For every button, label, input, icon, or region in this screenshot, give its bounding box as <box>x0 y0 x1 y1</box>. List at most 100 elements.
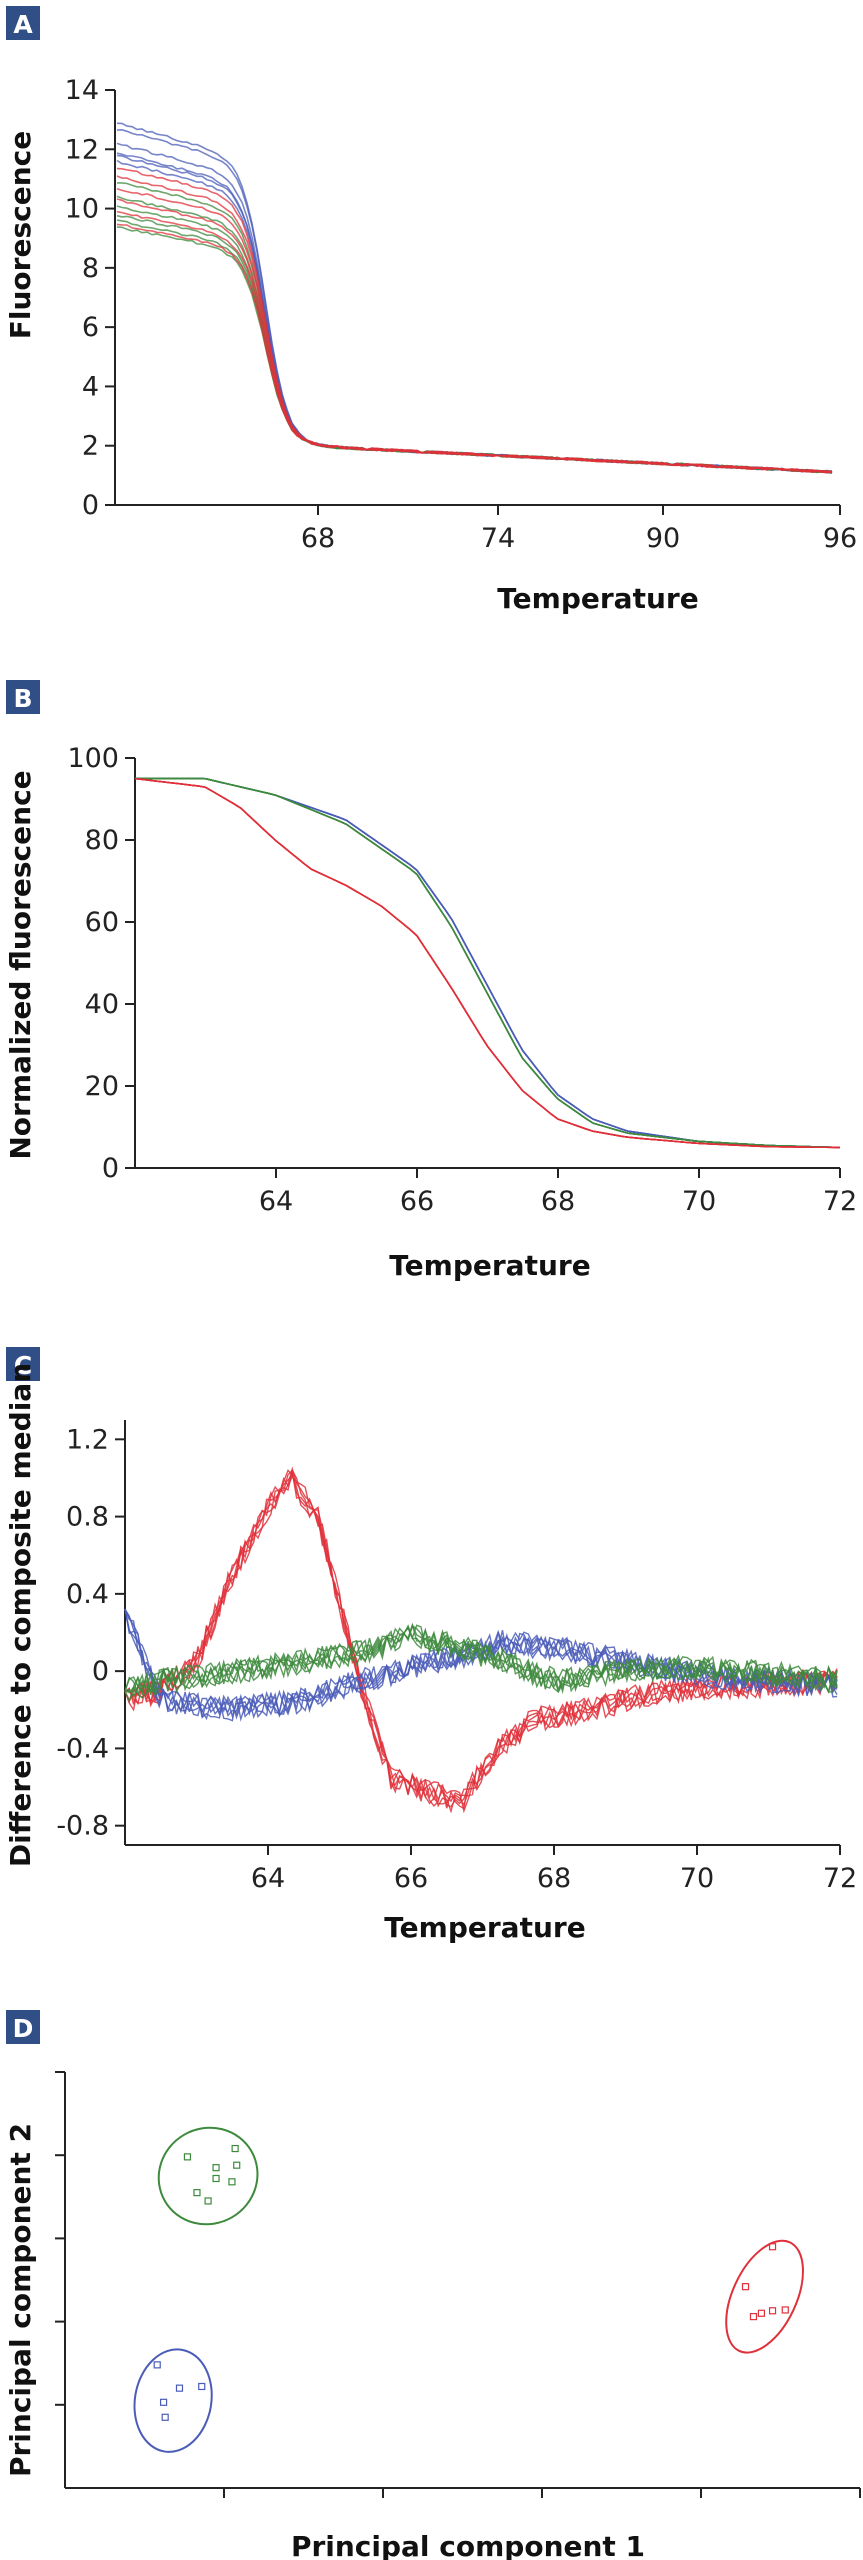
panel-d-point-red <box>768 2307 777 2315</box>
panel-a-y-tick-label: 14 <box>65 75 99 106</box>
panel-a-curve-red <box>116 175 833 474</box>
panel-c-curve-red <box>124 1471 838 1814</box>
panel-b-curve-green <box>135 777 841 1149</box>
panel-d-point-green <box>183 2153 192 2161</box>
panel-b-curve-blue <box>135 777 841 1149</box>
panel-b-y-axis-title: Normalized fluorescence <box>4 770 37 1159</box>
panel-a-y-tick-label: 10 <box>65 194 99 225</box>
panel-b-curve-green <box>135 777 841 1149</box>
panel-a-y-tick-label: 6 <box>82 312 99 343</box>
panel-b-curve-red <box>134 777 841 1149</box>
panel-d-point-red <box>749 2313 758 2321</box>
panel-d-point-green <box>212 2164 220 2172</box>
panel-b-curve-blue <box>135 777 841 1149</box>
panel-d-point-blue <box>198 2382 206 2391</box>
panel-a-curve-red <box>116 210 833 473</box>
panel-a-curve-blue <box>116 122 833 473</box>
panel-c: C Temperature Difference to composite me… <box>4 1347 857 1944</box>
panel-c-y-tick-label: -0.8 <box>56 1811 109 1842</box>
panel-b-x-tick-label: 70 <box>682 1186 716 1217</box>
panel-a-x-tick-label: 68 <box>301 523 335 554</box>
panel-a: A Temperature Fluorescence 68 74 90 9602468… <box>4 6 857 615</box>
panel-c-x-tick-label: 68 <box>537 1863 571 1894</box>
panel-c-x-axis-title: Temperature <box>384 1911 585 1944</box>
panel-a-curve-green <box>116 226 833 474</box>
panel-c-x-tick-label: 66 <box>394 1863 428 1894</box>
panel-b-curve-red <box>134 777 841 1149</box>
panel-d-point-green <box>204 2197 212 2205</box>
panel-a-x-tick-label: 96 <box>823 523 857 554</box>
panel-c-y-tick-label: 0.4 <box>66 1579 109 1610</box>
panel-d-point-green <box>231 2144 239 2153</box>
panel-b: B Temperature Normalized fluorescence 64… <box>4 680 857 1282</box>
panel-b-curve-green <box>135 777 841 1149</box>
panel-a-curve-green <box>116 195 833 474</box>
panel-a-curve-green <box>116 205 833 474</box>
panel-d-point-red <box>768 2243 777 2251</box>
panel-c-x-tick-label: 64 <box>251 1863 285 1894</box>
panel-d-cluster-red <box>725 2239 804 2354</box>
panel-a-y-tick-label: 8 <box>82 253 99 284</box>
panel-a-x-tick-label: 74 <box>481 523 515 554</box>
panel-b-y-tick-label: 80 <box>85 825 119 856</box>
panel-c-y-tick-label: 0.8 <box>66 1502 109 1533</box>
panel-a-y-axis-title: Fluorescence <box>4 131 37 339</box>
panel-a-x-axis-title: Temperature <box>497 582 698 615</box>
panel-c-curve-green <box>124 1622 838 1704</box>
panel-b-x-tick-label: 66 <box>400 1186 434 1217</box>
panel-b-badge <box>6 680 40 714</box>
panel-b-curve-blue <box>135 777 841 1149</box>
panel-b-x-tick-label: 68 <box>541 1186 575 1217</box>
panel-b-curve-red <box>134 777 841 1149</box>
panel-a-y-tick-label: 12 <box>65 134 99 165</box>
panel-b-curve-blue <box>135 777 841 1149</box>
panel-a-y-tick-label: 2 <box>82 431 99 462</box>
panel-a-y-tick-label: 0 <box>82 490 99 521</box>
panel-d-letter: D <box>13 2014 34 2043</box>
panel-c-x-tick-label: 72 <box>823 1863 857 1894</box>
panel-d-point-red <box>741 2283 750 2291</box>
panel-b-x-tick-label: 72 <box>823 1186 857 1217</box>
panel-b-curve-green <box>135 777 841 1149</box>
panel-a-letter: A <box>13 10 33 39</box>
panel-d-cluster-blue <box>133 2348 213 2453</box>
panel-c-curve-red <box>124 1466 838 1814</box>
panel-d-point-green <box>233 2161 241 2169</box>
panel-d-point-red <box>757 2309 766 2317</box>
panel-b-y-tick-label: 40 <box>85 989 119 1020</box>
panel-a-curve-green <box>116 219 833 474</box>
panel-a-badge <box>6 6 40 40</box>
panel-d-badge <box>6 2010 40 2044</box>
panel-d-point-green <box>193 2189 201 2197</box>
panel-b-curve-red <box>134 777 841 1149</box>
panel-a-curve-blue <box>116 154 833 473</box>
panel-b-curve-red <box>134 777 841 1149</box>
panel-b-curve-blue <box>135 777 841 1149</box>
panel-c-x-tick-label: 70 <box>680 1863 714 1894</box>
panel-d-x-axis-title: Principal component 1 <box>291 2530 645 2560</box>
panel-d-point-blue <box>159 2398 168 2406</box>
panel-a-x-tick-label: 90 <box>646 523 680 554</box>
panel-b-curve-green <box>135 777 841 1149</box>
panel-d-point-blue <box>175 2384 184 2392</box>
panel-b-y-tick-label: 0 <box>102 1153 119 1184</box>
panel-d-point-green <box>228 2178 236 2186</box>
panel-a-curve-blue <box>116 128 833 474</box>
panel-a-curve-red <box>116 167 833 474</box>
panel-a-curve-blue <box>116 152 833 474</box>
panel-c-curve-red <box>124 1469 838 1803</box>
panel-b-y-tick-label: 20 <box>85 1071 119 1102</box>
panel-b-curve-green <box>135 777 841 1149</box>
panel-d-point-green <box>212 2174 220 2183</box>
panel-c-y-tick-label: -0.4 <box>56 1733 109 1764</box>
panel-a-curve-red <box>116 223 833 474</box>
panel-b-x-axis-title: Temperature <box>389 1249 590 1282</box>
panel-c-badge <box>6 1347 40 1381</box>
panel-d: D Principal component 1 Principal compon… <box>4 2010 861 2560</box>
panel-b-letter: B <box>13 684 32 713</box>
panel-a-curve-green <box>116 214 833 474</box>
panel-d-y-axis-title: Principal component 2 <box>4 2123 37 2477</box>
panel-d-point-red <box>781 2306 789 2314</box>
panel-b-y-tick-label: 100 <box>67 743 119 774</box>
